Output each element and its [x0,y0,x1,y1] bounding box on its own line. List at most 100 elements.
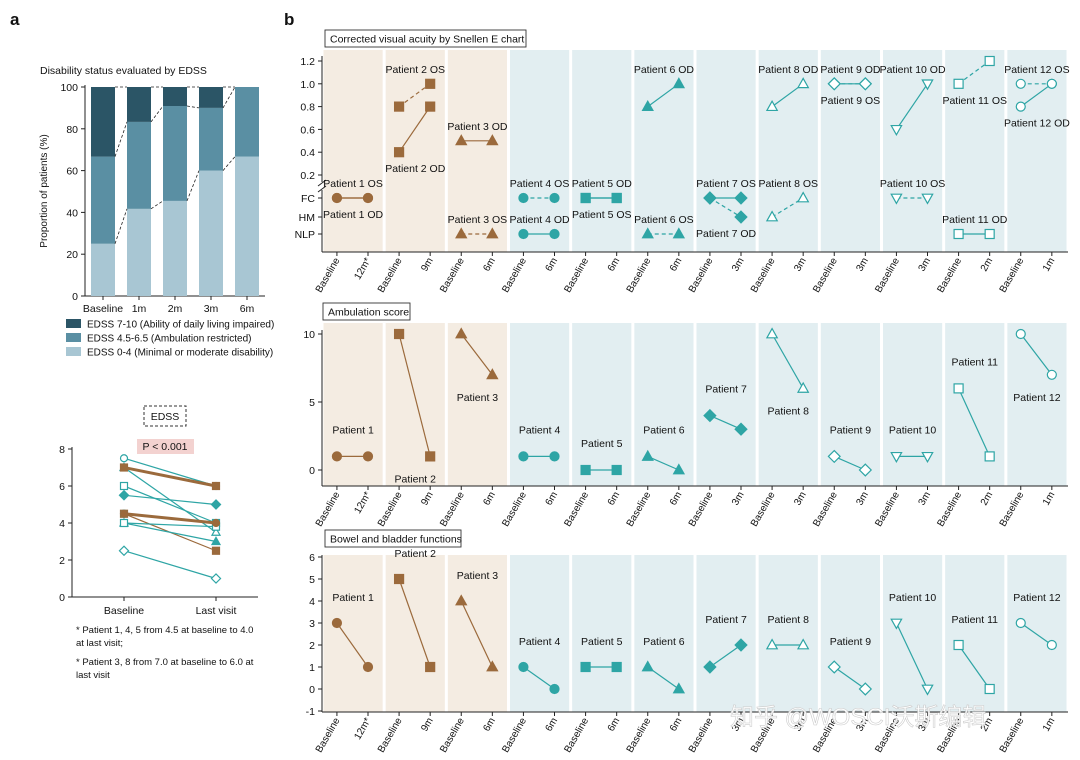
patient-marker [118,545,130,557]
ambulation-chart: Ambulation score 0 5 10 Patient 1 Patient 2 Pa… [303,302,1068,529]
patient-marker [486,368,499,380]
eye-label: Patient 6 OS [634,214,694,226]
x-tick-label: 6m [668,490,684,508]
visual-acuity-chart: Corrected visual acuity by Snellen E cha… [295,29,1070,295]
patient-label: Patient 8 [768,405,810,417]
patient-marker [703,408,717,423]
x-tick-label: 6m [606,490,622,508]
eye-marker [672,77,686,89]
eye-label: Patient 7 OS [696,178,756,190]
stacked-bar-segment [199,170,223,296]
x-tick-label: 1m [132,303,147,315]
x-tick-label: Baseline [687,256,716,295]
patient-marker [611,464,622,476]
patient-marker [362,661,374,673]
patient-marker [549,451,560,462]
x-tick-label: 12m* [352,490,373,516]
patient-marker [984,451,995,462]
stacked-bar-segment [235,87,259,157]
patient-label: Patient 10 [889,424,936,436]
x-tick-label: 12m* [352,256,373,282]
x-tick-label: 3m [730,490,746,508]
x-tick-label: Baseline [811,256,840,295]
y-tick-label: 2 [59,555,65,567]
patient-marker [641,660,654,672]
patient-column-bg [758,555,818,712]
eye-marker [1015,101,1026,112]
x-tick-label: 3m [204,303,219,315]
subpanel-title-box [322,302,411,321]
patient-marker [984,683,995,695]
patient-marker [827,449,841,464]
patient-label: Patient 2 [395,473,437,485]
patient-column-bg [447,323,507,486]
x-tick-label: 1m [1041,490,1057,508]
x-tick-label: 9m [419,490,435,508]
y-tick-label: 10 [303,329,315,341]
x-tick-label: 6m [544,256,560,274]
panel-label-b: b [284,10,294,29]
x-tick-label: 3m [792,256,808,274]
patient-label: Patient 3 [457,570,499,582]
patient-column-bg [820,50,880,252]
patient-column-bg [572,323,632,486]
legend-label: EDSS 7-10 (Ability of daily living impai… [87,320,274,331]
patient-marker [641,449,654,461]
x-tick-label: 9m [419,716,435,734]
stacked-bar-segment [91,87,115,157]
subpanel-title-box [324,529,462,548]
x-tick-label: 6m [606,256,622,274]
patient-column-bg [634,50,694,252]
patient-marker [858,463,873,477]
patient-line [709,644,742,668]
eye-marker [921,193,934,205]
bar-connector [222,86,236,109]
patient-marker [119,509,129,518]
patient-marker [765,327,779,339]
eye-marker [549,228,560,240]
x-tick-label: 2m [979,490,995,508]
patient-marker [734,422,748,436]
patient-marker [921,684,934,696]
eye-marker [580,192,591,204]
patient-marker [827,660,841,674]
patient-line [1020,333,1053,376]
x-tick-label: 12m* [352,716,373,742]
patient-label: Patient 6 [643,424,685,436]
bar-connector [114,208,128,244]
legend-swatch [66,347,81,356]
x-tick-label: Baseline [500,256,529,295]
x-tick-label: 3m [792,490,808,508]
y-tick-label: 5 [309,574,315,586]
patient-label: Patient 4 [519,424,561,436]
patient-column-bg [510,555,570,712]
patient-column-bg [1007,50,1067,252]
x-tick-label: 6m [240,303,255,315]
x-tick-label: Baseline [873,490,902,529]
patient-marker [119,454,129,463]
eye-marker [796,191,810,203]
y-tick-label: HM [299,212,315,224]
patient-label: Patient 7 [705,384,747,396]
chart-title: EDSS [151,411,180,423]
bar-connector [186,170,200,202]
x-tick-label: 6m [544,490,560,508]
patient-line [123,466,217,488]
x-tick-label: 6m [481,256,497,274]
stacked-bar-segment [127,121,151,209]
patient-column-bg [945,323,1005,486]
x-tick-label: Baseline [376,490,405,529]
patient-marker [518,661,529,673]
eye-marker [486,134,499,146]
eye-marker [984,228,995,240]
patient-line [336,622,369,668]
eye-marker [703,191,717,205]
patient-line [123,522,217,528]
eye-label: Patient 9 OD [820,64,881,76]
patient-column-bg [510,323,570,486]
x-tick-label: Baseline [935,256,964,295]
patient-marker [1046,639,1057,651]
patient-line [460,333,493,376]
patient-line [123,457,217,487]
patient-line [123,522,217,543]
